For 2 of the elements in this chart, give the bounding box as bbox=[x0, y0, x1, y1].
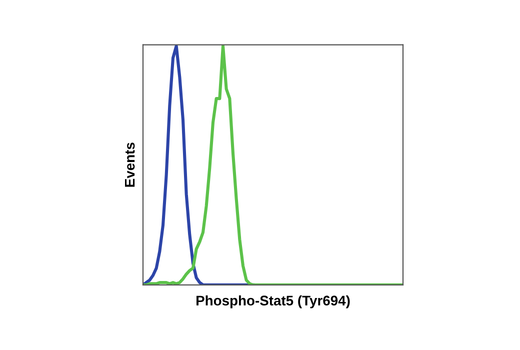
x-axis-title: Phospho-Stat5 (Tyr694) bbox=[196, 295, 350, 308]
y-axis-title: Events bbox=[125, 142, 135, 187]
